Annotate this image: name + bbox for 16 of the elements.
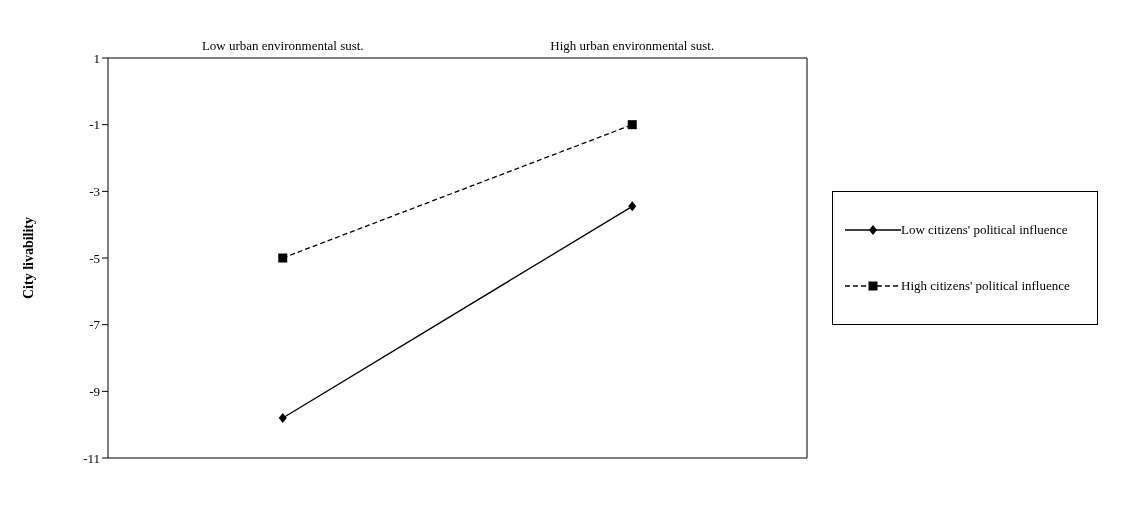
y-tick-label: -1 — [89, 117, 100, 133]
legend-label: Low citizens' political influence — [901, 222, 1068, 238]
point — [628, 201, 637, 212]
y-tick-label: -9 — [89, 383, 100, 399]
y-tick-label: -5 — [89, 250, 100, 266]
y-tick-label: -7 — [89, 317, 101, 333]
y-axis-title: City livability — [20, 216, 36, 300]
point — [627, 120, 637, 130]
x-tick-label: High urban environmental sust. — [550, 38, 715, 53]
y-tick-label: -11 — [83, 450, 100, 466]
point — [278, 253, 288, 263]
x-tick-label: Low urban environmental sust. — [201, 38, 364, 53]
y-tick-label: -3 — [89, 183, 100, 199]
point — [278, 413, 287, 423]
legend-label: High citizens' political influence — [901, 278, 1070, 294]
y-tick-label: 1 — [93, 50, 100, 66]
